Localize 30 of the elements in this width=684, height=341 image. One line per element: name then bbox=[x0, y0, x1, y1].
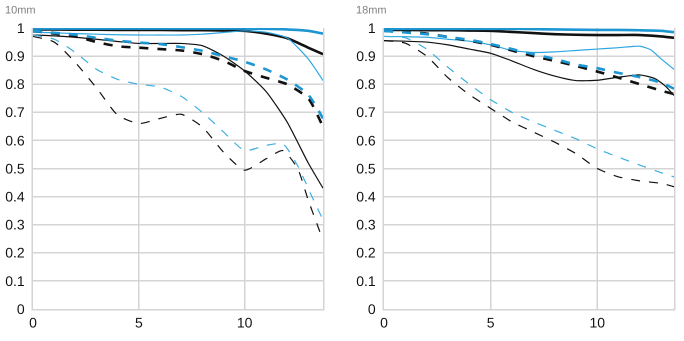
y-tick-label: 0.5 bbox=[356, 160, 376, 176]
y-tick-label: 0.6 bbox=[356, 132, 376, 148]
y-tick-label: 0.1 bbox=[356, 272, 376, 289]
y-tick-label: 1 bbox=[368, 20, 376, 36]
y-tick-label: 0.1 bbox=[5, 272, 25, 289]
y-tick-label: 0.8 bbox=[356, 76, 376, 92]
y-tick-label: 0.6 bbox=[5, 132, 25, 148]
y-tick-label: 0.4 bbox=[356, 188, 376, 204]
y-tick-label: 0.3 bbox=[356, 216, 376, 233]
x-tick-label: 5 bbox=[134, 314, 143, 330]
y-tick-label: 0.5 bbox=[5, 160, 25, 176]
y-tick-label: 0.4 bbox=[5, 188, 25, 204]
y-tick-label: 0 bbox=[16, 300, 25, 317]
y-tick-label: 0.2 bbox=[356, 244, 376, 261]
x-tick-label: 0 bbox=[29, 314, 38, 330]
chart-title: 18mm bbox=[356, 4, 387, 17]
y-tick-label: 0.7 bbox=[356, 104, 376, 120]
y-tick-label: 0.9 bbox=[5, 48, 25, 64]
x-tick-label: 10 bbox=[236, 314, 253, 330]
y-tick-label: 0.8 bbox=[5, 76, 25, 92]
x-tick-label: 10 bbox=[589, 314, 606, 330]
x-tick-label: 5 bbox=[486, 314, 495, 330]
y-tick-label: 0.2 bbox=[5, 244, 25, 261]
y-tick-label: 0.3 bbox=[5, 216, 25, 233]
chart-title: 10mm bbox=[5, 4, 36, 17]
y-tick-label: 0 bbox=[368, 300, 376, 317]
y-tick-label: 0.9 bbox=[356, 48, 376, 64]
x-tick-label: 0 bbox=[380, 314, 388, 330]
y-tick-label: 1 bbox=[16, 20, 25, 36]
y-tick-label: 0.7 bbox=[5, 104, 25, 120]
